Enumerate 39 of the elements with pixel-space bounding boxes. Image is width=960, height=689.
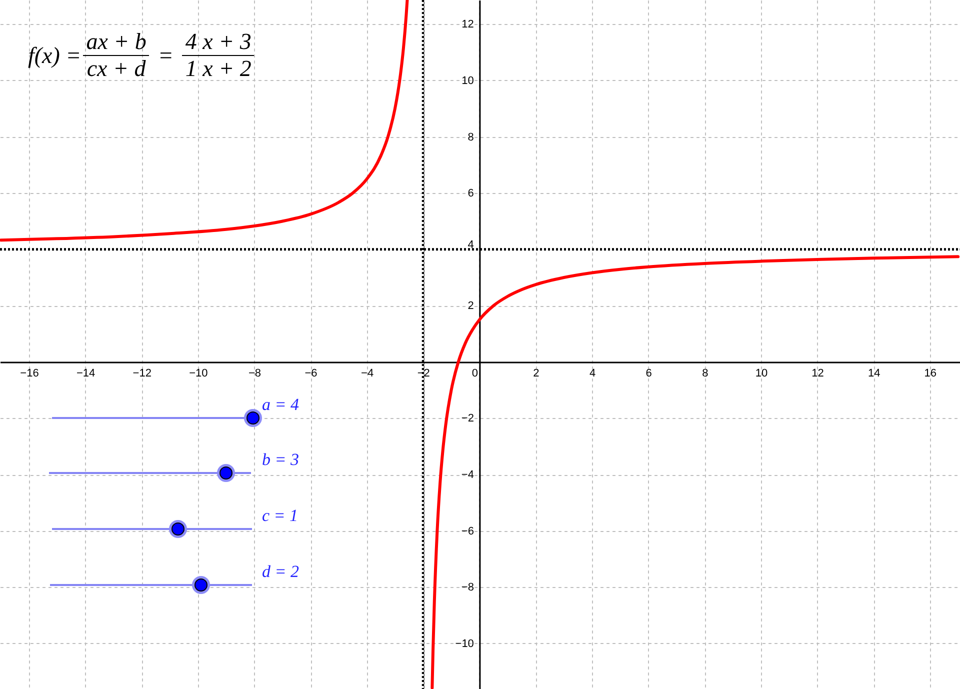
y-tick-label: −8 bbox=[461, 582, 474, 594]
y-tick-label: 4 bbox=[468, 238, 474, 251]
x-tick-label: 8 bbox=[702, 367, 708, 380]
annotation: d = 2 bbox=[262, 562, 299, 581]
y-tick-label: −10 bbox=[455, 638, 474, 650]
annotation: cx + d bbox=[86, 56, 147, 82]
y-tick-label: 2 bbox=[468, 300, 474, 312]
x-tick-label: 6 bbox=[646, 367, 652, 380]
annotation: = bbox=[159, 43, 172, 68]
annotation: c = 1 bbox=[262, 506, 298, 525]
x-tick-label: −6 bbox=[304, 367, 318, 380]
x-tick-label: −4 bbox=[361, 367, 374, 380]
annotation: f(x) = bbox=[28, 42, 82, 69]
y-tick-label: 10 bbox=[462, 74, 474, 87]
x-tick-label: −10 bbox=[189, 367, 208, 380]
x-tick-label: 2 bbox=[533, 367, 540, 380]
x-tick-label: 12 bbox=[812, 367, 824, 380]
x-tick-label: 0 bbox=[472, 367, 478, 380]
annotation: ax + b bbox=[83, 29, 150, 56]
x-tick-label: −12 bbox=[132, 367, 152, 380]
annotation: a = 4 bbox=[262, 395, 299, 414]
y-tick-label: −4 bbox=[461, 469, 474, 482]
annotation: b = 3 bbox=[262, 450, 299, 469]
x-tick-label: −8 bbox=[248, 367, 261, 380]
line-series bbox=[0, 0, 409, 242]
x-tick-label: 10 bbox=[755, 367, 768, 380]
x-tick-label: −16 bbox=[20, 367, 39, 380]
x-tick-label: 16 bbox=[924, 367, 936, 380]
y-tick-label: −6 bbox=[461, 525, 474, 538]
y-tick-label: 6 bbox=[468, 188, 474, 200]
annotation: 1 x + 2 bbox=[184, 56, 252, 82]
x-tick-label: 4 bbox=[589, 367, 596, 380]
x-tick-label: −14 bbox=[76, 367, 96, 380]
x-tick-label: 14 bbox=[868, 367, 880, 380]
y-tick-label: 8 bbox=[468, 131, 474, 144]
annotation: 4 x + 3 bbox=[182, 29, 254, 56]
y-tick-label: −2 bbox=[461, 412, 474, 425]
line-series bbox=[430, 255, 960, 689]
y-tick-label: 12 bbox=[462, 18, 474, 31]
